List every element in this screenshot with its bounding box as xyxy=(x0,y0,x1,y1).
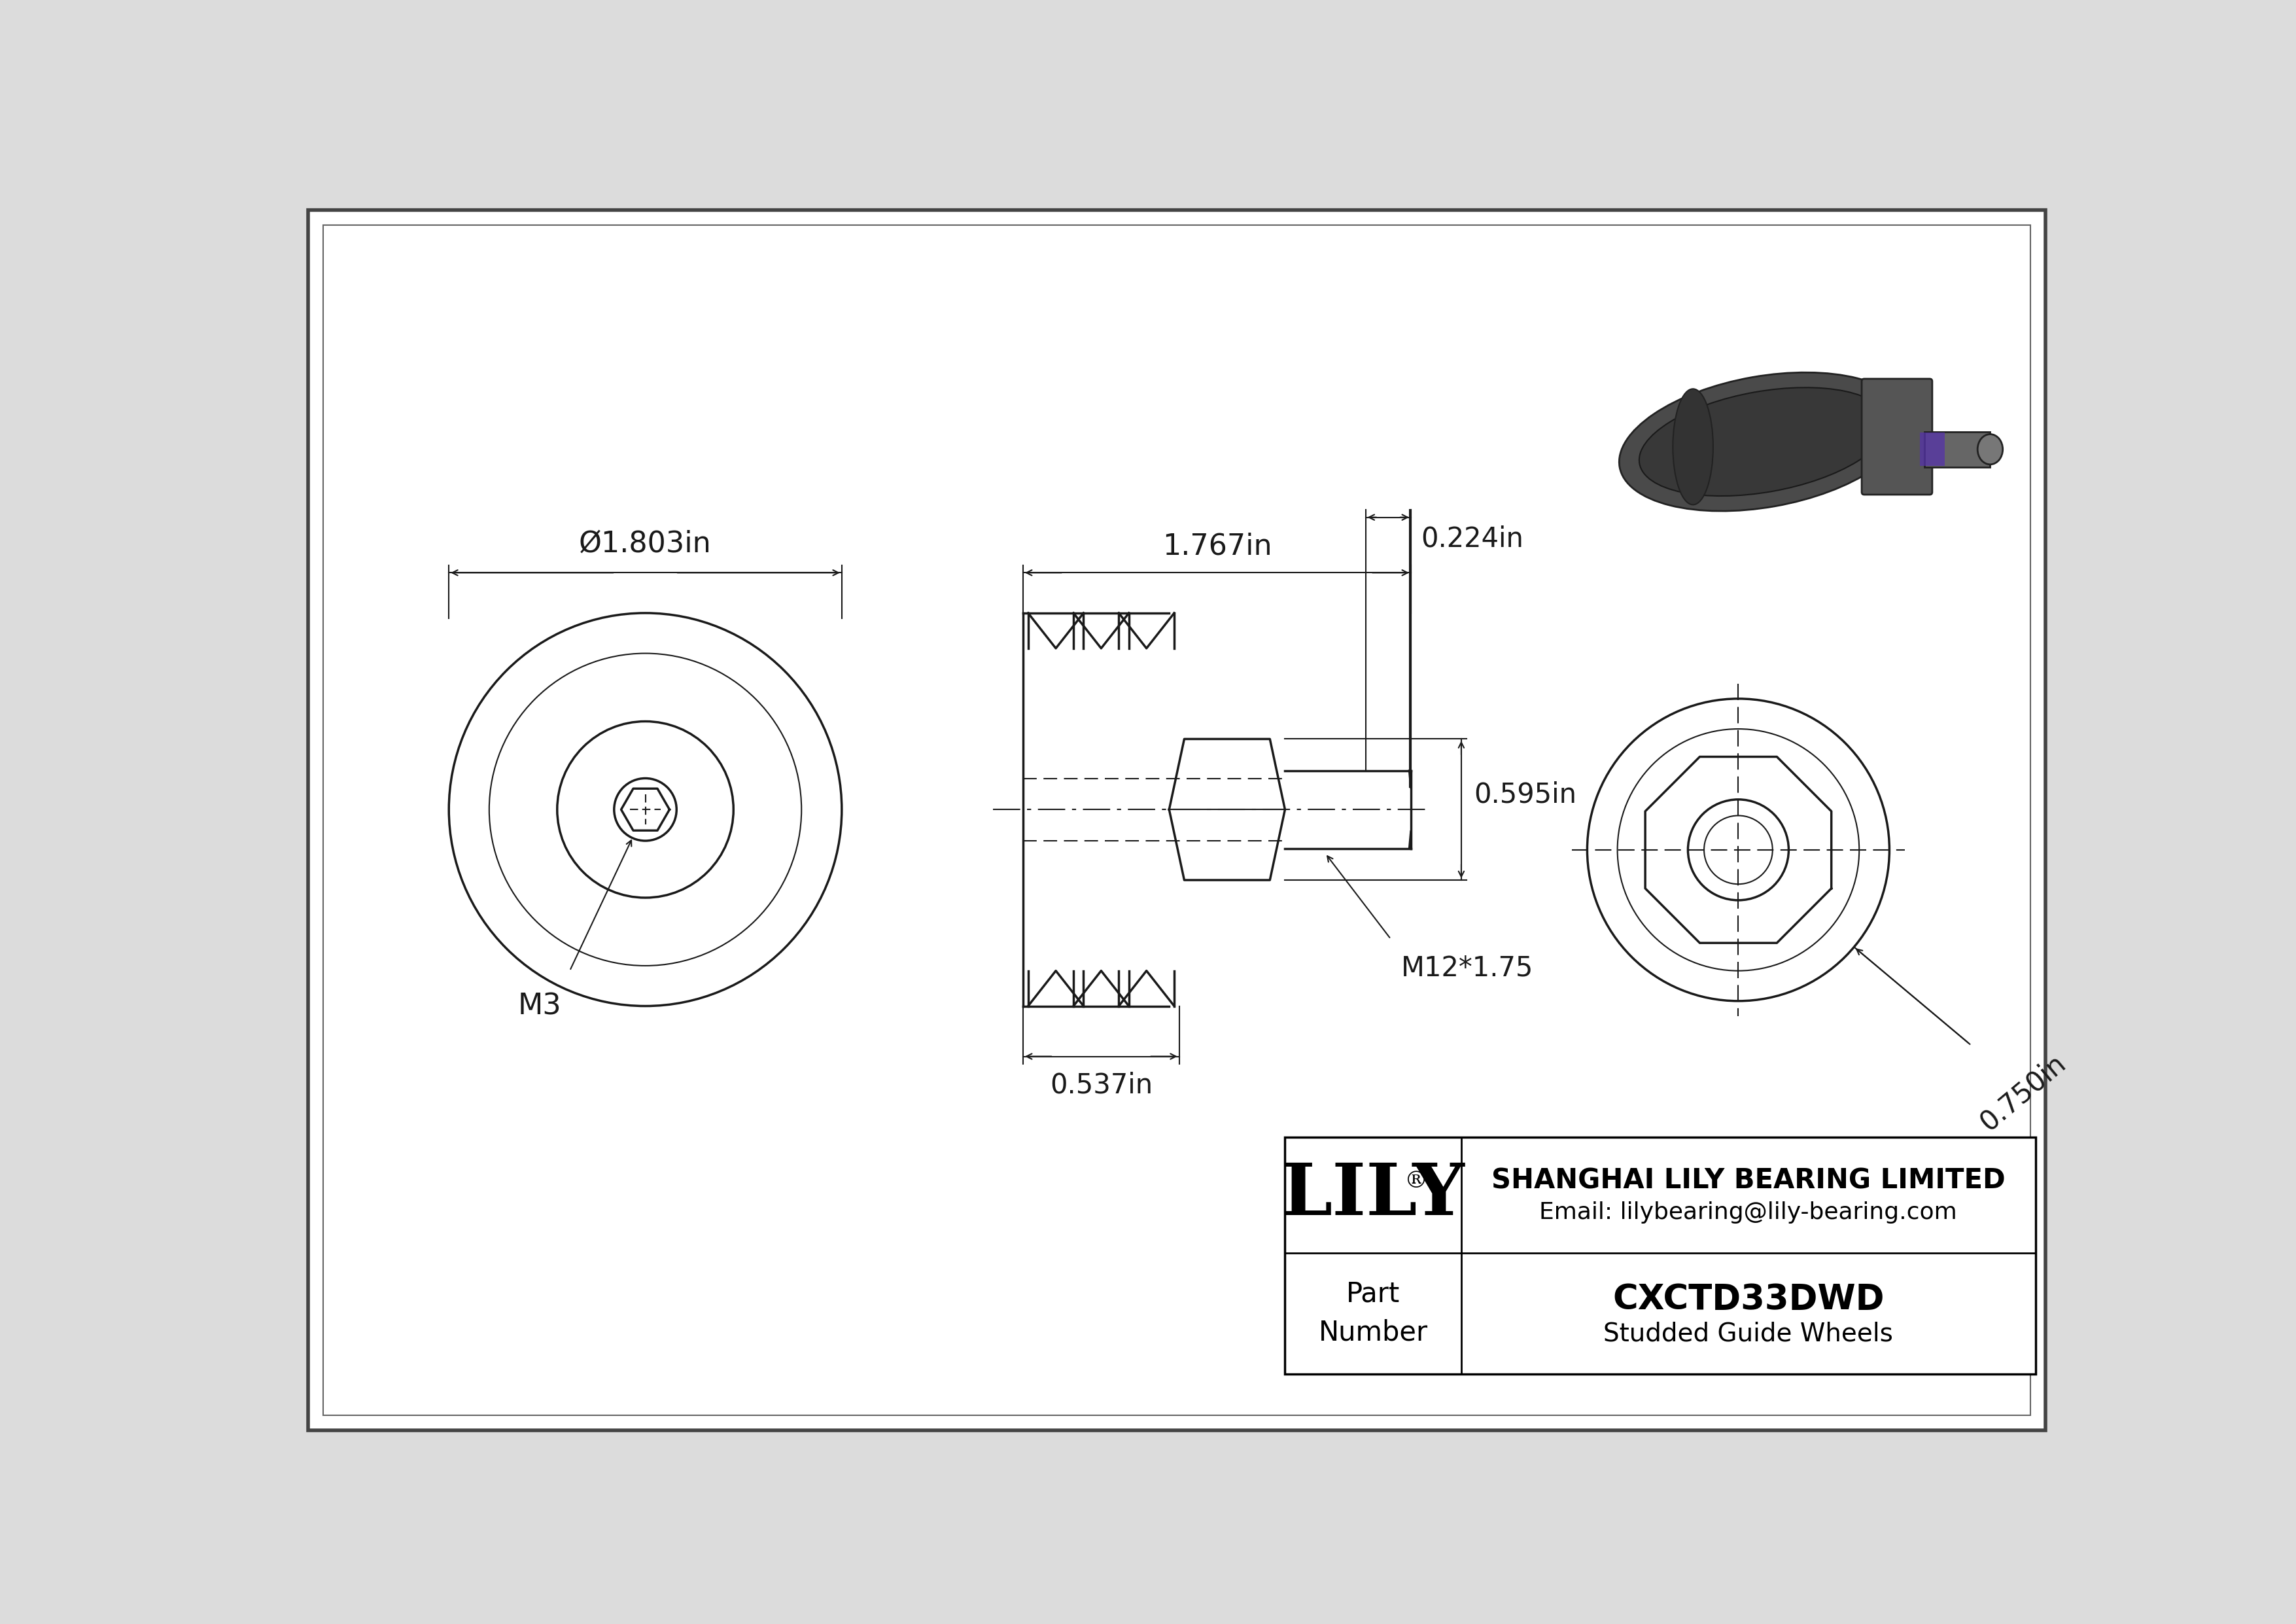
Text: 0.537in: 0.537in xyxy=(1049,1072,1153,1099)
Bar xyxy=(1286,1137,2037,1374)
Text: M12*1.75: M12*1.75 xyxy=(1401,955,1534,981)
Text: M3: M3 xyxy=(517,992,563,1020)
Text: SHANGHAI LILY BEARING LIMITED: SHANGHAI LILY BEARING LIMITED xyxy=(1492,1168,2004,1195)
Text: ®: ® xyxy=(1405,1169,1428,1192)
Text: Part
Number: Part Number xyxy=(1318,1280,1428,1346)
Text: 1.767in: 1.767in xyxy=(1162,533,1272,560)
Text: CXCTD33DWD: CXCTD33DWD xyxy=(1612,1283,1885,1317)
Text: Ø1.803in: Ø1.803in xyxy=(579,529,712,557)
Text: Studded Guide Wheels: Studded Guide Wheels xyxy=(1603,1320,1894,1346)
Text: LILY: LILY xyxy=(1281,1160,1465,1229)
Text: 0.750in: 0.750in xyxy=(1975,1049,2071,1137)
Text: Email: lilybearing@lily-bearing.com: Email: lilybearing@lily-bearing.com xyxy=(1538,1202,1956,1224)
Ellipse shape xyxy=(1619,372,1908,512)
Bar xyxy=(1919,432,1945,466)
Bar xyxy=(1924,432,1991,468)
Text: 0.595in: 0.595in xyxy=(1474,781,1577,809)
Ellipse shape xyxy=(1639,388,1887,495)
Ellipse shape xyxy=(1674,388,1713,505)
Text: 0.224in: 0.224in xyxy=(1421,525,1525,552)
Ellipse shape xyxy=(1977,434,2002,464)
FancyBboxPatch shape xyxy=(1862,378,1933,495)
